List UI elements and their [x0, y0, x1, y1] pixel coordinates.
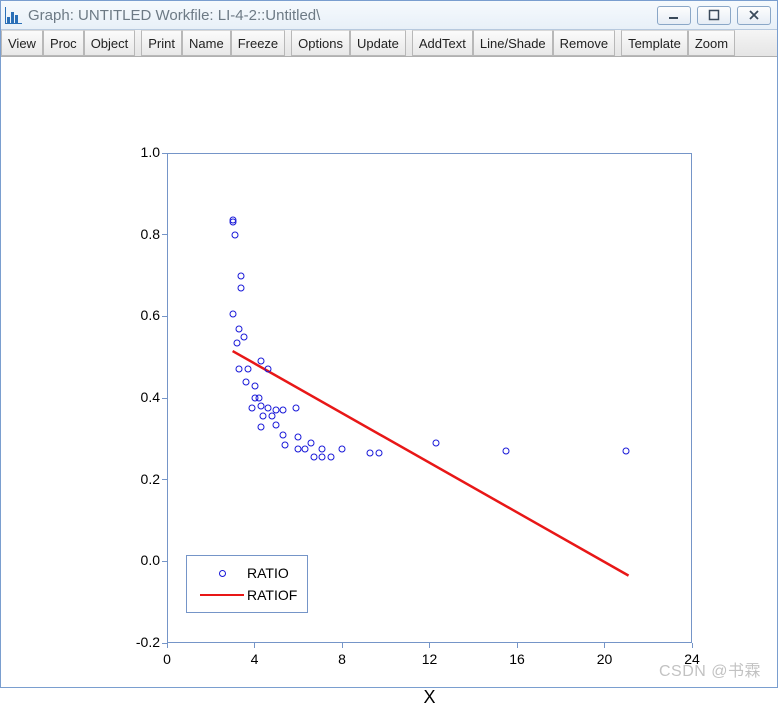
y-tick-label: 0.0 — [122, 552, 160, 568]
name-button[interactable]: Name — [182, 30, 231, 56]
zoom-button[interactable]: Zoom — [688, 30, 735, 56]
y-tick-label: 0.2 — [122, 471, 160, 487]
data-point — [273, 421, 280, 428]
x-tick — [517, 643, 518, 648]
data-point — [328, 454, 335, 461]
data-point — [282, 441, 289, 448]
data-point — [367, 450, 374, 457]
options-button[interactable]: Options — [291, 30, 350, 56]
x-axis-title: X — [423, 687, 435, 708]
x-tick-label: 8 — [338, 651, 346, 667]
data-point — [376, 450, 383, 457]
close-button[interactable] — [737, 6, 771, 25]
chart-icon — [5, 7, 22, 24]
y-tick-label: 1.0 — [122, 144, 160, 160]
x-tick-label: 4 — [251, 651, 259, 667]
data-point — [258, 423, 265, 430]
data-point — [264, 405, 271, 412]
window-title: Graph: UNTITLED Workfile: LI-4-2::Untitl… — [28, 7, 320, 24]
minimize-button[interactable] — [657, 6, 691, 25]
legend-marker-icon — [219, 570, 226, 577]
data-point — [339, 446, 346, 453]
data-point — [238, 272, 245, 279]
data-point — [293, 405, 300, 412]
titlebar[interactable]: Graph: UNTITLED Workfile: LI-4-2::Untitl… — [1, 1, 777, 30]
addtext-button[interactable]: AddText — [412, 30, 473, 56]
y-tick-label: 0.8 — [122, 226, 160, 242]
y-tick-label: 0.6 — [122, 307, 160, 323]
y-tick — [162, 398, 167, 399]
data-point — [623, 448, 630, 455]
data-point — [433, 439, 440, 446]
data-point — [242, 378, 249, 385]
x-tick-label: 12 — [422, 651, 438, 667]
x-tick — [604, 643, 605, 648]
app-window: Graph: UNTITLED Workfile: LI-4-2::Untitl… — [0, 0, 778, 688]
data-point — [229, 219, 236, 226]
chart-area: -0.20.00.20.40.60.81.0 04812162024 RATIO… — [1, 57, 777, 687]
legend-label: RATIO — [247, 565, 289, 581]
x-tick-label: 16 — [509, 651, 525, 667]
maximize-button[interactable] — [697, 6, 731, 25]
data-point — [310, 454, 317, 461]
data-point — [251, 382, 258, 389]
data-point — [229, 311, 236, 318]
x-tick — [692, 643, 693, 648]
y-tick-label: 0.4 — [122, 389, 160, 405]
y-tick — [162, 316, 167, 317]
view-button[interactable]: View — [1, 30, 43, 56]
y-tick — [162, 153, 167, 154]
legend: RATIO RATIOF — [186, 555, 308, 613]
x-tick — [254, 643, 255, 648]
x-tick — [429, 643, 430, 648]
remove-button[interactable]: Remove — [553, 30, 615, 56]
x-tick — [342, 643, 343, 648]
data-point — [258, 358, 265, 365]
data-point — [238, 284, 245, 291]
data-point — [319, 446, 326, 453]
data-point — [240, 333, 247, 340]
data-point — [295, 433, 302, 440]
data-point — [249, 405, 256, 412]
proc-button[interactable]: Proc — [43, 30, 84, 56]
y-tick — [162, 234, 167, 235]
data-point — [231, 231, 238, 238]
data-point — [279, 407, 286, 414]
toolbar: ViewProcObjectPrintNameFreezeOptionsUpda… — [1, 30, 777, 57]
x-tick-label: 0 — [163, 651, 171, 667]
data-point — [236, 325, 243, 332]
print-button[interactable]: Print — [141, 30, 182, 56]
data-point — [279, 431, 286, 438]
legend-row: RATIOF — [197, 584, 297, 606]
data-point — [301, 446, 308, 453]
data-point — [234, 339, 241, 346]
template-button[interactable]: Template — [621, 30, 688, 56]
data-point — [503, 448, 510, 455]
object-button[interactable]: Object — [84, 30, 136, 56]
legend-label: RATIOF — [247, 587, 297, 603]
x-tick — [167, 643, 168, 648]
data-point — [244, 366, 251, 373]
data-point — [319, 454, 326, 461]
watermark: CSDN @书霖 — [659, 657, 761, 681]
y-tick — [162, 479, 167, 480]
lineshade-button[interactable]: Line/Shade — [473, 30, 553, 56]
data-point — [264, 366, 271, 373]
x-tick-label: 20 — [597, 651, 613, 667]
legend-line-icon — [200, 594, 244, 596]
y-tick-label: -0.2 — [122, 634, 160, 650]
window-controls — [657, 6, 773, 25]
data-point — [269, 413, 276, 420]
data-point — [308, 439, 315, 446]
freeze-button[interactable]: Freeze — [231, 30, 285, 56]
data-point — [260, 413, 267, 420]
y-tick — [162, 561, 167, 562]
data-point — [236, 366, 243, 373]
update-button[interactable]: Update — [350, 30, 406, 56]
data-point — [255, 395, 262, 402]
legend-row: RATIO — [197, 562, 297, 584]
